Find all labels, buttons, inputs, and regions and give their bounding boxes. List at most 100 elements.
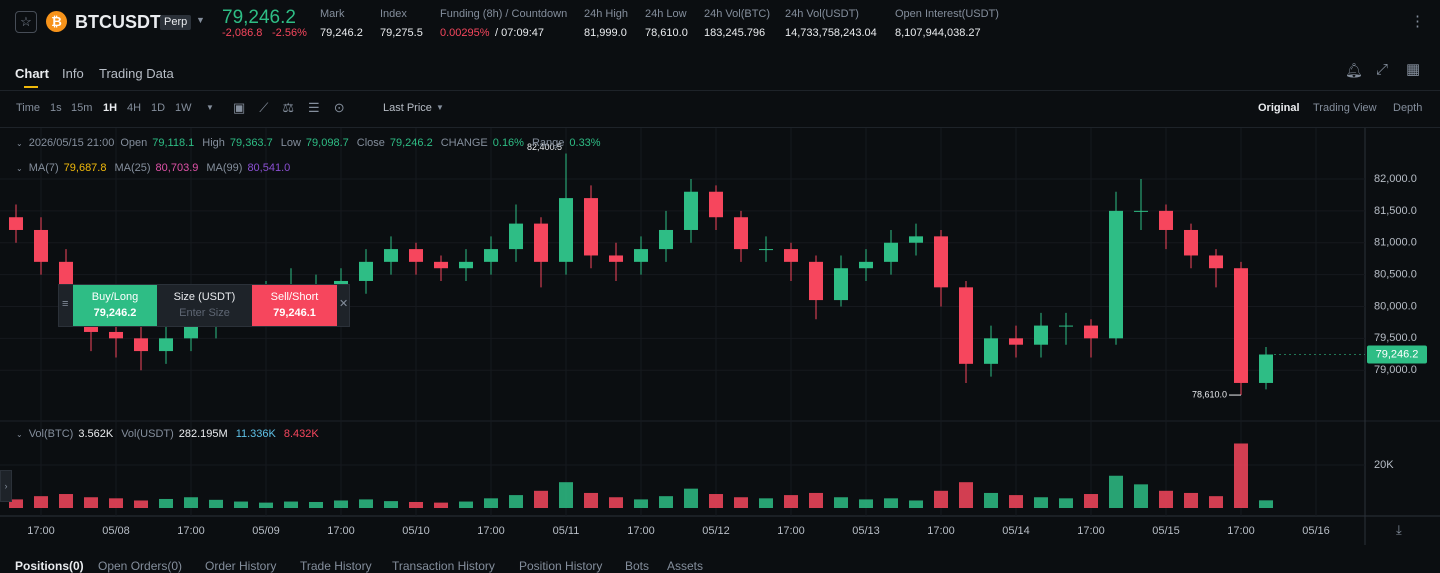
order-panel: ≡ Buy/Long 79,246.2 Size (USDT) Enter Si…	[58, 284, 350, 327]
x-tick-label: 05/14	[1002, 525, 1030, 537]
candle-body	[634, 249, 648, 262]
tab-underline	[24, 86, 38, 88]
candle-body	[659, 229, 673, 250]
close[interactable]: ✕	[339, 298, 349, 310]
bottom-tab[interactable]: Bots	[625, 559, 650, 573]
legend-caret: ⌄	[16, 430, 23, 439]
stat-value: 78,610.0	[645, 27, 688, 39]
buy-button[interactable]: Buy/Long 79,246.2	[73, 285, 157, 326]
x-tick-label: 17:00	[477, 525, 505, 537]
size-input[interactable]: Size (USDT) Enter Size	[157, 285, 252, 326]
x-tick-label: 05/09	[252, 525, 280, 537]
drag-handle[interactable]: ≡	[62, 298, 69, 310]
view[interactable]: Trading View	[1313, 102, 1377, 114]
volume-bar	[759, 498, 773, 508]
fit-icon[interactable]: ⤓	[1396, 522, 1402, 537]
interval[interactable]: 1D	[151, 102, 166, 114]
last-price-label: 79,246.2	[1376, 348, 1419, 360]
bottom-tab[interactable]: Position History	[519, 559, 603, 573]
candle-body	[984, 338, 998, 364]
buy-label: Buy/Long	[91, 291, 139, 303]
volume-bar	[484, 498, 498, 508]
high-annotation: 82,400.5	[527, 142, 562, 152]
tab[interactable]: Trading Data	[99, 66, 174, 81]
ma-value: 80,541.0	[247, 162, 291, 174]
tab[interactable]: Info	[62, 66, 84, 81]
candle-body	[1184, 229, 1198, 256]
menu[interactable]: ⋮	[1410, 13, 1425, 30]
vol-value: 3.562K	[78, 428, 114, 440]
x-tick-label: 05/11	[553, 525, 580, 537]
view[interactable]: Original	[1258, 102, 1300, 114]
candle-body	[409, 249, 423, 262]
candle-body	[509, 223, 523, 250]
y-tick-label: 82,000.0	[1374, 173, 1417, 185]
sell-button[interactable]: Sell/Short 79,246.1	[252, 285, 337, 326]
price-type[interactable]: Last Price	[383, 102, 432, 114]
volume-bar	[534, 490, 548, 508]
volume-bar	[334, 500, 348, 508]
legend-label: Open	[120, 137, 148, 149]
volume-bar	[1209, 496, 1223, 508]
bottom-tab[interactable]: Open Orders(0)	[98, 559, 183, 573]
stat-value: 79,246.2	[320, 27, 363, 39]
bottom-tab[interactable]: Positions(0)	[15, 559, 84, 573]
candle-body	[759, 249, 773, 251]
ma-label: MA(25)	[114, 162, 151, 174]
candle-body	[1209, 255, 1223, 269]
alert-icon[interactable]: 🔔︎	[1345, 62, 1363, 78]
divider	[0, 90, 1440, 91]
volume-bar	[984, 492, 998, 508]
interval[interactable]: 1W	[175, 102, 192, 114]
ma-value: 79,687.8	[63, 162, 107, 174]
x-tick-label: 17:00	[177, 525, 205, 537]
candle-body	[1034, 325, 1048, 345]
price-type-caret[interactable]: ▼	[436, 103, 444, 112]
bottom-tab[interactable]: Order History	[205, 559, 277, 573]
candle-body	[134, 338, 148, 352]
stat-value: 183,245.796	[704, 27, 766, 39]
stat-value: 8,107,944,038.27	[895, 27, 981, 39]
view[interactable]: Depth	[1393, 102, 1423, 114]
interval[interactable]: 1s	[50, 102, 62, 114]
candle-body	[434, 261, 448, 269]
expand-icon[interactable]: ⤢	[1376, 61, 1389, 78]
vol-value: 11.336K	[235, 428, 276, 440]
bottom-tab[interactable]: Assets	[667, 559, 704, 573]
side-toggle[interactable]: ›	[0, 470, 12, 502]
bottom-tab[interactable]: Transaction History	[392, 559, 495, 573]
favorite[interactable]: ☆	[15, 11, 37, 33]
interval[interactable]: 15m	[71, 102, 93, 114]
candle-body	[934, 236, 948, 288]
volume-bar	[934, 490, 948, 508]
interval-caret[interactable]: ▼	[206, 103, 214, 112]
legend-label: Low	[280, 137, 301, 149]
symbol[interactable]: BTCUSDT	[75, 12, 161, 32]
interval[interactable]: 4H	[127, 102, 142, 114]
volume-bar	[459, 501, 473, 508]
candle-body	[9, 217, 23, 230]
candle-body	[1084, 325, 1098, 339]
vol-value: 8.432K	[283, 428, 319, 440]
x-tick-label: 17:00	[327, 525, 355, 537]
y-tick-label: 79,000.0	[1374, 364, 1417, 376]
vol-label: Vol(BTC)	[28, 428, 74, 440]
caret[interactable]: ▼	[196, 15, 205, 25]
interval[interactable]: Time	[16, 102, 41, 114]
candle-body	[159, 338, 173, 352]
bottom-tab[interactable]: Trade History	[300, 559, 372, 573]
x-tick-label: 17:00	[927, 525, 955, 537]
legend-value: 79,363.7	[229, 137, 273, 149]
candle-body	[734, 217, 748, 250]
candle-body	[534, 223, 548, 262]
tool-icons[interactable]: ▣⟋⚖☰⊙	[233, 100, 359, 115]
candle-body	[109, 331, 123, 339]
interval[interactable]: 1H	[103, 102, 118, 114]
tab[interactable]: Chart	[15, 66, 49, 81]
layout-icon[interactable]: ▦	[1406, 61, 1421, 78]
legend-value: 79,098.7	[305, 137, 349, 149]
volume-bar	[959, 482, 973, 508]
volume-bar	[1084, 494, 1098, 508]
volume-bar	[584, 492, 598, 508]
